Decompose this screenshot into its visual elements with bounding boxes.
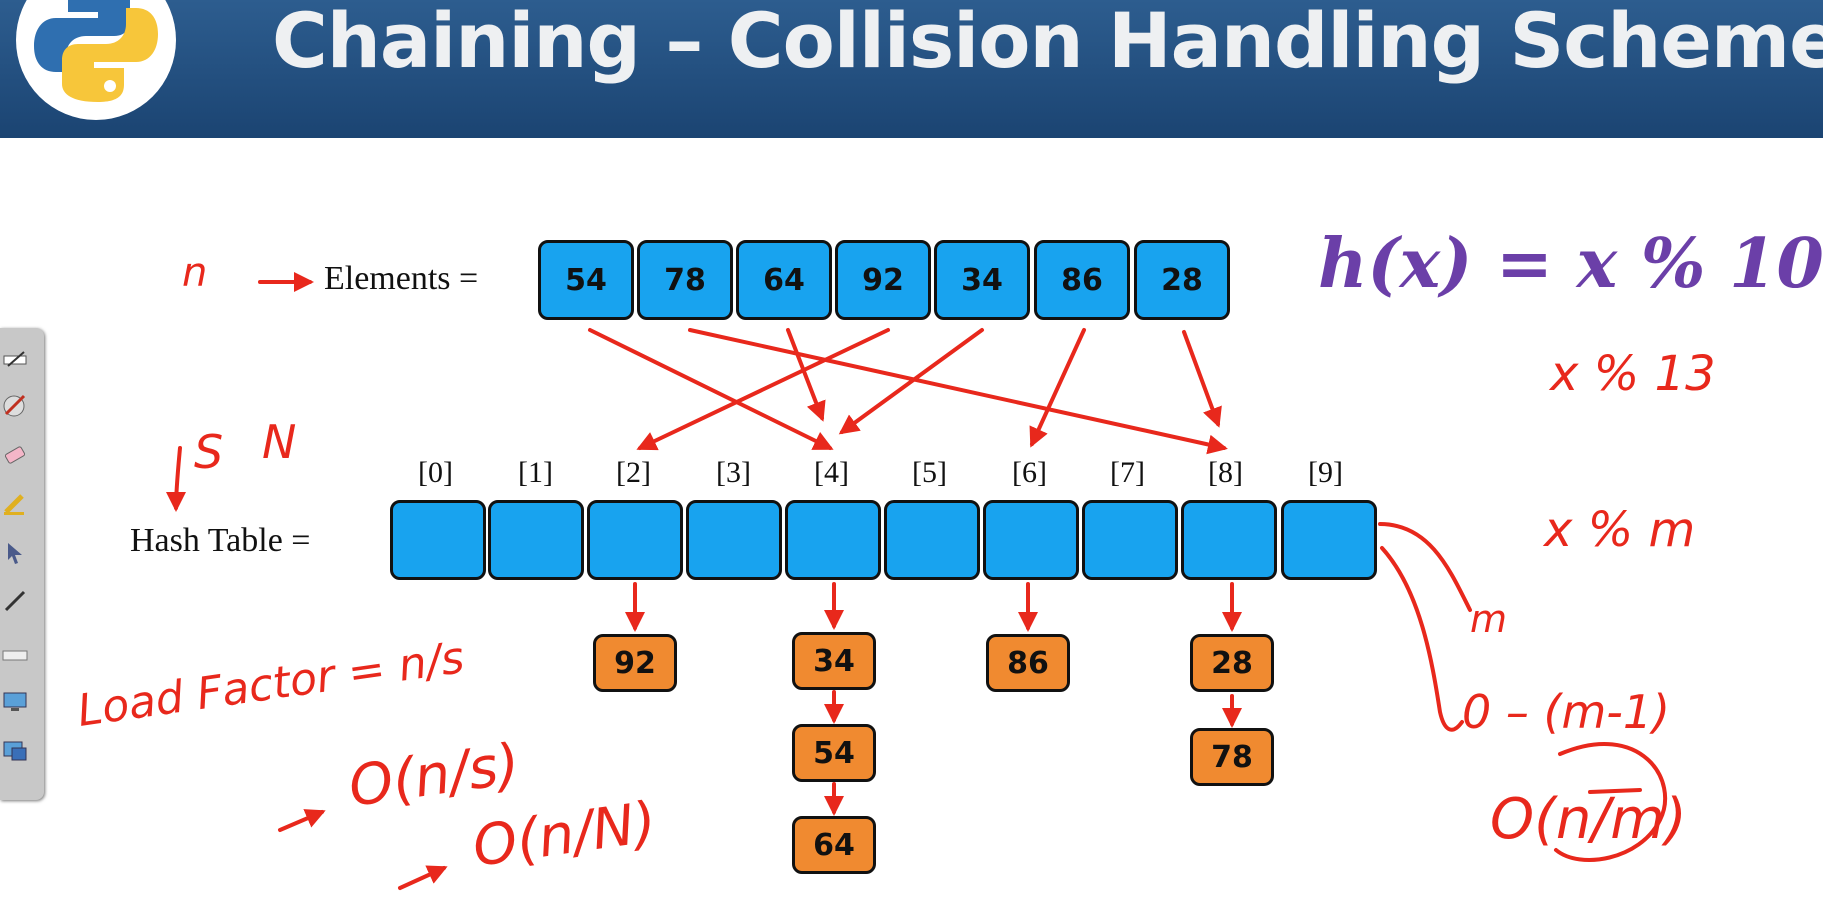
pen-icon[interactable] — [2, 346, 28, 372]
slot-index: [0] — [418, 456, 453, 490]
note-n: n — [182, 250, 207, 296]
note-load-factor: Load Factor = n/s — [74, 632, 467, 737]
chain-node: 54 — [792, 724, 876, 782]
pointer-icon[interactable] — [2, 540, 28, 566]
element-box: 64 — [736, 240, 832, 320]
annotation-toolbar — [0, 328, 44, 800]
element-box: 92 — [835, 240, 931, 320]
hash-arrow — [1184, 332, 1218, 424]
hash-slot — [686, 500, 782, 580]
m-bracket-lower — [1382, 548, 1462, 730]
window-icon[interactable] — [2, 738, 28, 764]
note-arrow — [280, 812, 322, 830]
m-bracket-upper — [1380, 524, 1470, 610]
hash-slot — [983, 500, 1079, 580]
hash-arrow — [842, 330, 982, 432]
hash-slot — [1082, 500, 1178, 580]
hash-slot — [1281, 500, 1377, 580]
screen-icon[interactable] — [2, 688, 28, 714]
element-box: 28 — [1134, 240, 1230, 320]
chain-node: 92 — [593, 634, 677, 692]
hash-slot — [587, 500, 683, 580]
note-capital-n: N — [262, 415, 296, 469]
note-arrow — [400, 868, 444, 888]
chain-node: 28 — [1190, 634, 1274, 692]
element-box: 54 — [538, 240, 634, 320]
note-o-nn: O(n/N) — [469, 790, 660, 880]
note-s: S — [194, 425, 223, 479]
hash-arrow — [788, 330, 822, 418]
note-range: 0 – (m-1) — [1462, 685, 1670, 739]
slot-index: [2] — [616, 456, 651, 490]
hash-arrow — [1032, 330, 1084, 444]
note-m: m — [1470, 597, 1507, 641]
keyboard-icon[interactable] — [2, 642, 28, 668]
element-box: 78 — [637, 240, 733, 320]
hash-arrow — [590, 330, 830, 448]
title-banner: Chaining – Collision Handling Scheme — [0, 0, 1823, 138]
fraction-bar — [1590, 790, 1640, 792]
highlighter-icon[interactable] — [2, 490, 28, 516]
slot-index: [4] — [814, 456, 849, 490]
slot-index: [6] — [1012, 456, 1047, 490]
chain-node: 78 — [1190, 728, 1274, 786]
chain-node: 34 — [792, 632, 876, 690]
hash-table-label: Hash Table = — [130, 522, 310, 560]
hash-slot — [390, 500, 486, 580]
hash-slot — [785, 500, 881, 580]
hash-slot — [488, 500, 584, 580]
hash-function-formula: h(x) = x % 10 — [1318, 224, 1823, 304]
chain-node: 64 — [792, 816, 876, 874]
brush-icon[interactable] — [2, 392, 28, 418]
slot-index: [8] — [1208, 456, 1243, 490]
slot-index: [7] — [1110, 456, 1145, 490]
element-box: 34 — [934, 240, 1030, 320]
hash-slot — [884, 500, 980, 580]
eraser-icon[interactable] — [2, 442, 28, 468]
element-box: 86 — [1034, 240, 1130, 320]
hash-slot — [1181, 500, 1277, 580]
hash-arrow — [640, 330, 888, 448]
hash-arrow — [690, 330, 1224, 448]
note-x-mod-13: x % 13 — [1548, 346, 1716, 402]
slide-title: Chaining – Collision Handling Scheme — [272, 0, 1823, 85]
elements-label: Elements = — [324, 260, 478, 298]
slot-index: [3] — [716, 456, 751, 490]
slot-index: [1] — [518, 456, 553, 490]
note-o-ns: O(n/s) — [345, 732, 524, 820]
note-complexity-nm: O(n/m) — [1490, 787, 1687, 852]
slot-index: [9] — [1308, 456, 1343, 490]
s-arrow — [176, 448, 180, 508]
note-x-mod-m: x % m — [1542, 502, 1695, 558]
line-icon[interactable] — [2, 588, 28, 614]
python-logo-icon — [10, 0, 182, 120]
fraction-bracket — [1556, 744, 1665, 860]
chain-node: 86 — [986, 634, 1070, 692]
slot-index: [5] — [912, 456, 947, 490]
